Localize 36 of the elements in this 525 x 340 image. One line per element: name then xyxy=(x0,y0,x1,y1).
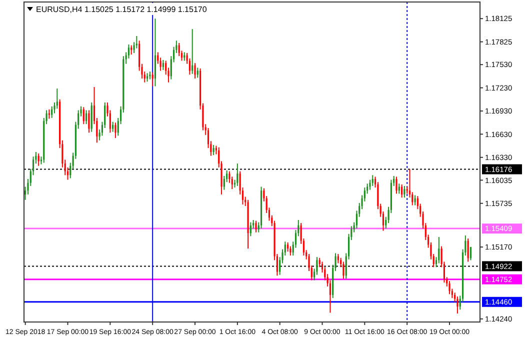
candlestick xyxy=(342,261,344,280)
candlestick xyxy=(130,44,132,56)
candlestick xyxy=(114,122,116,139)
candlestick xyxy=(194,62,196,80)
candlestick xyxy=(369,179,371,190)
candlestick xyxy=(178,42,180,57)
candlestick xyxy=(86,110,88,125)
chart-title: EURUSD,H4 1.15025 1.15172 1.14999 1.15170 xyxy=(36,5,208,14)
candlestick xyxy=(404,185,406,198)
candlestick xyxy=(470,246,472,261)
candlestick xyxy=(48,108,50,120)
candlestick xyxy=(396,176,398,194)
candlestick xyxy=(112,121,114,132)
candlestick xyxy=(212,144,214,156)
candlestick xyxy=(236,163,238,186)
candlestick xyxy=(162,59,164,71)
candlestick xyxy=(448,280,450,295)
candlestick xyxy=(400,184,403,198)
candlestick xyxy=(136,36,138,49)
candlestick xyxy=(372,174,374,186)
candlestick xyxy=(456,296,458,314)
candlestick xyxy=(82,106,84,125)
candlestick xyxy=(438,236,440,264)
candlestick xyxy=(88,110,90,134)
candlestick xyxy=(90,102,92,132)
candlestick xyxy=(250,222,252,237)
candlestick xyxy=(152,72,154,87)
candlestick xyxy=(255,220,257,233)
candlestick xyxy=(286,242,289,252)
candlestick xyxy=(467,238,469,262)
candlestick xyxy=(51,106,53,118)
candlestick xyxy=(398,183,400,194)
candlestick xyxy=(154,18,156,87)
candlestick xyxy=(56,88,58,110)
candlestick xyxy=(290,246,292,256)
candlestick xyxy=(192,28,194,74)
